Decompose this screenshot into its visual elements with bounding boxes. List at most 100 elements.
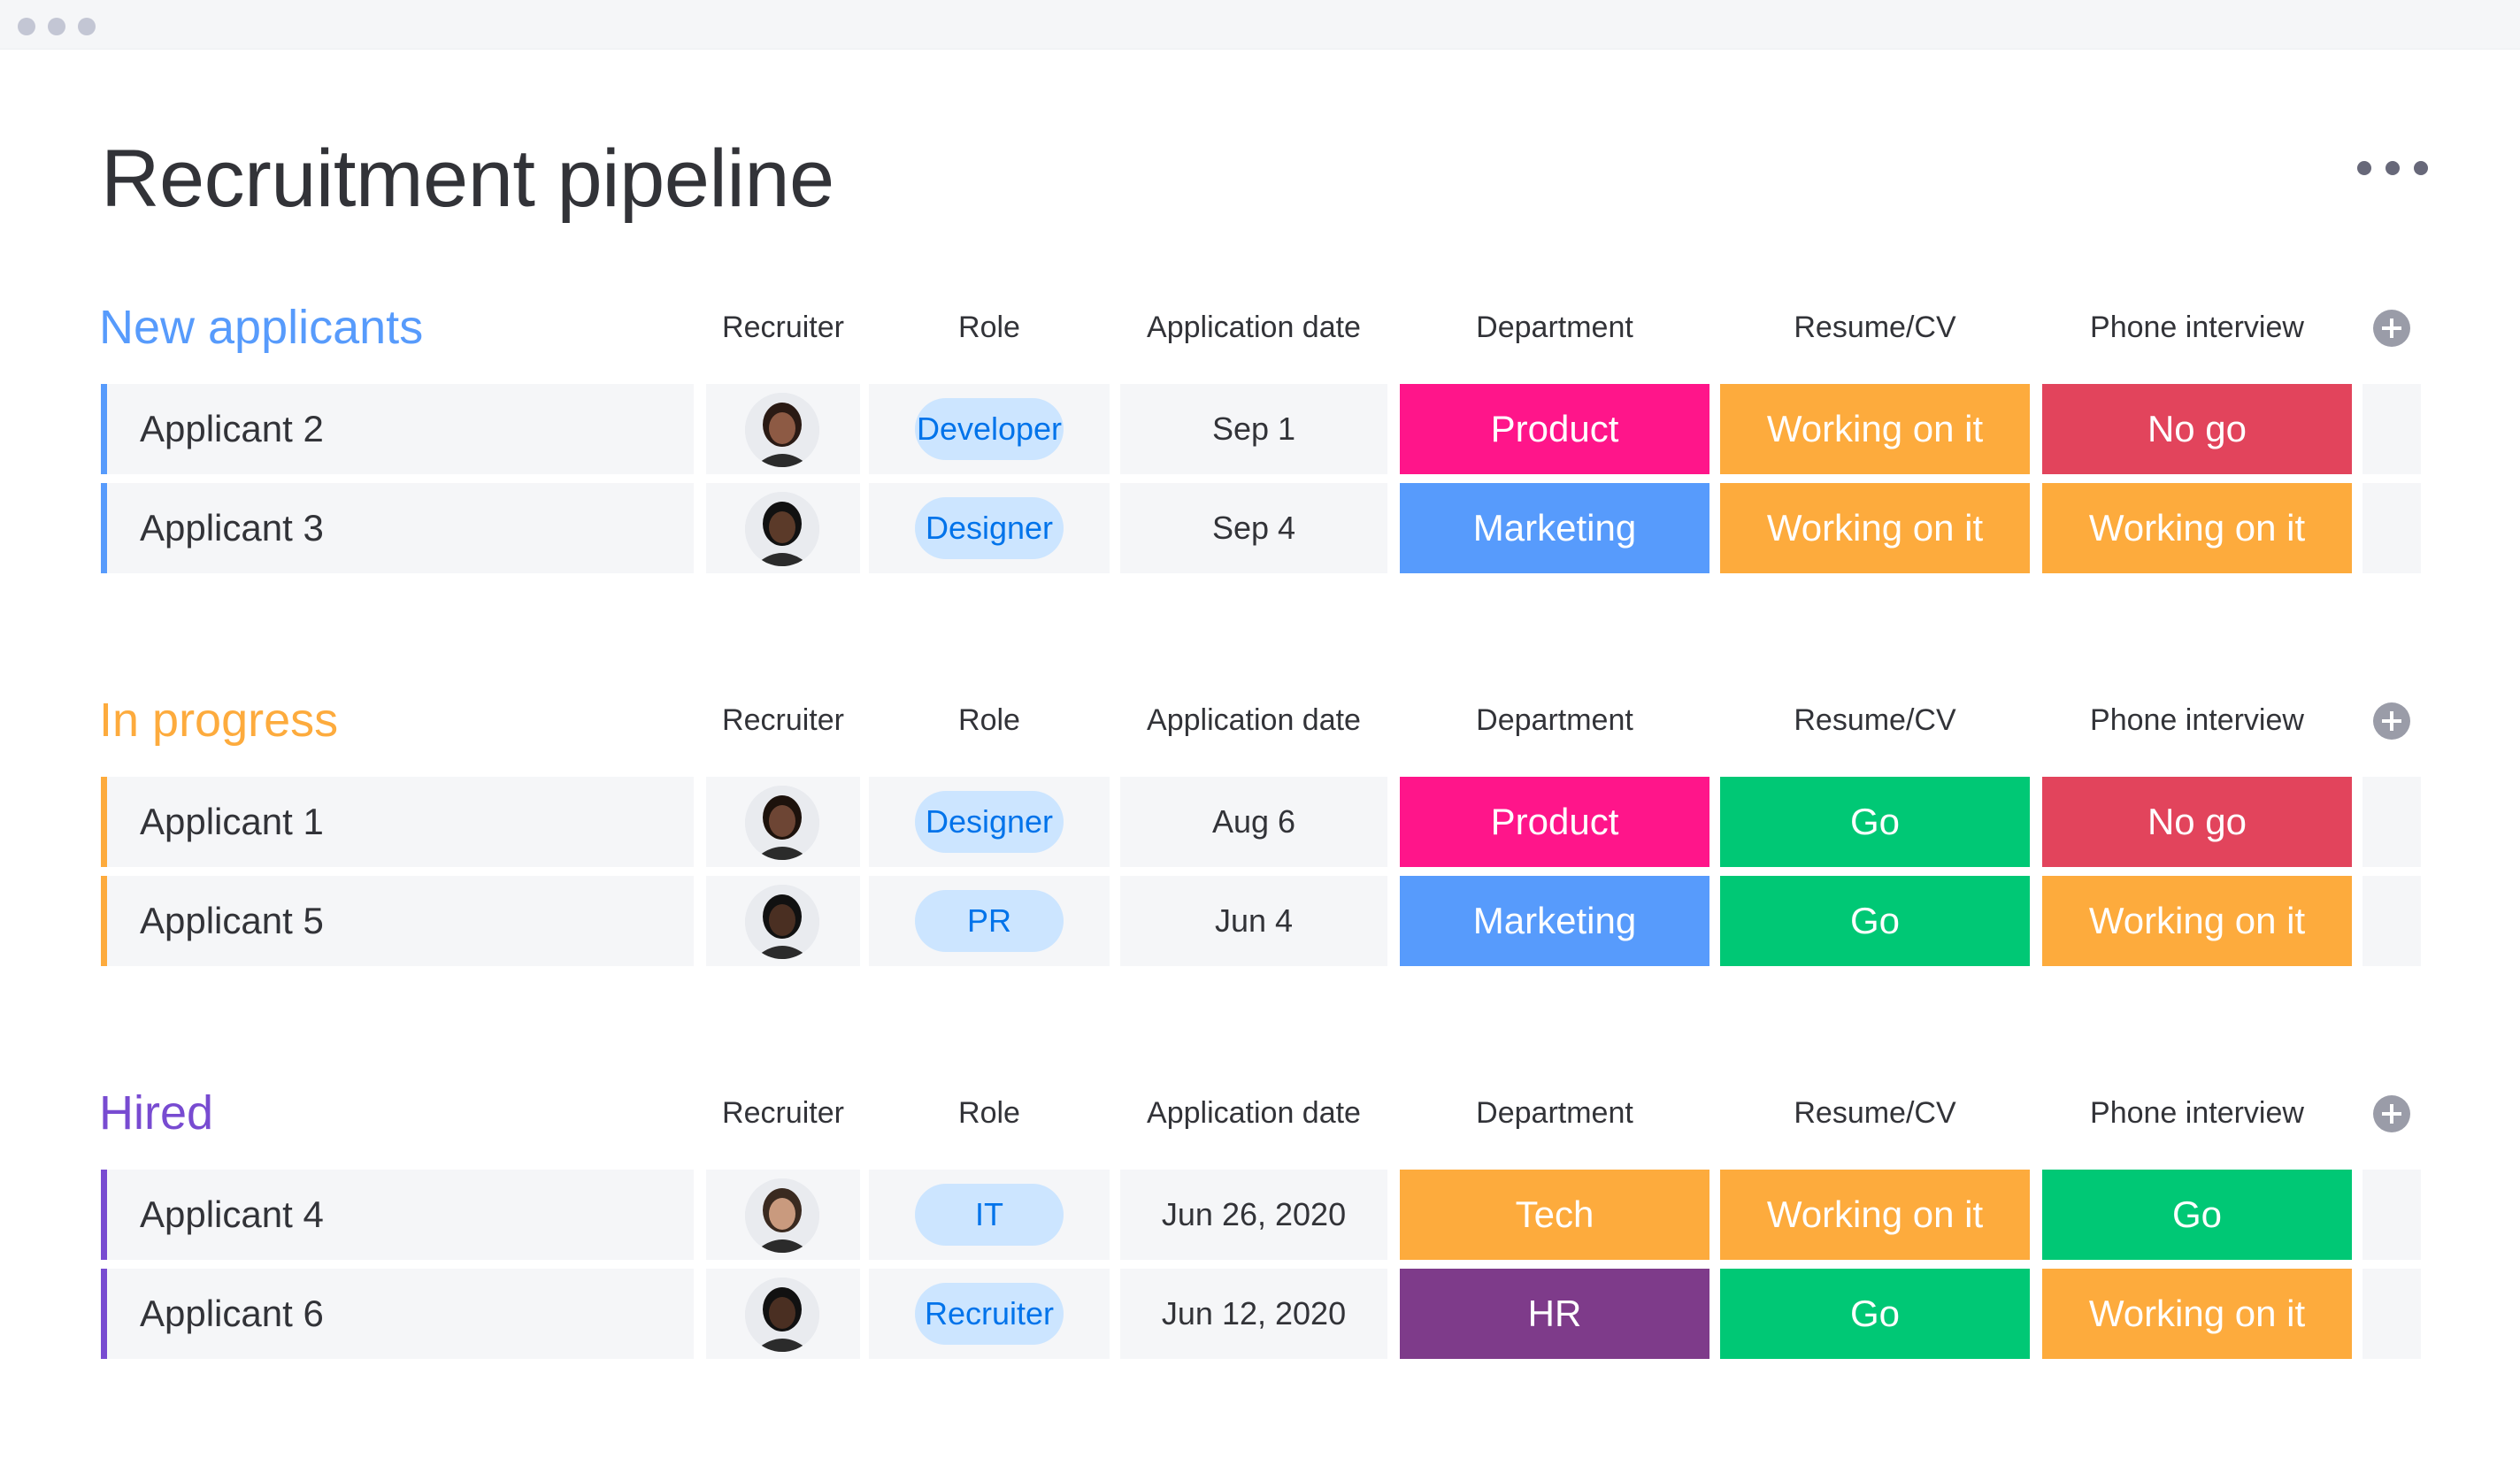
column-header-resume[interactable]: Resume/CV [1794,703,1956,737]
applicant-name[interactable]: Applicant 2 [140,408,324,449]
more-options-icon[interactable] [2357,152,2428,184]
recruiter-cell[interactable] [706,1170,860,1260]
empty-cell[interactable] [2362,1269,2421,1359]
department-status[interactable]: Marketing [1400,483,1709,573]
role-tag[interactable]: Recruiter [915,1283,1064,1345]
resume-status[interactable]: Working on it [1720,384,2030,474]
recruiter-avatar[interactable] [745,393,819,467]
column-header-application-date[interactable]: Application date [1147,703,1361,737]
department-status[interactable]: Product [1400,384,1709,474]
recruiter-avatar[interactable] [745,1178,819,1253]
column-header-application-date[interactable]: Application date [1147,311,1361,344]
column-header-recruiter[interactable]: Recruiter [722,1096,844,1130]
role-cell[interactable]: IT [869,1170,1110,1260]
resume-status[interactable]: Go [1720,1269,2030,1359]
application-date[interactable]: Sep 1 [1120,384,1387,474]
role-cell[interactable]: PR [869,876,1110,966]
column-header-resume[interactable]: Resume/CV [1794,311,1956,344]
department-status[interactable]: Tech [1400,1170,1709,1260]
add-column-icon[interactable] [2373,702,2410,740]
role-tag[interactable]: PR [915,890,1064,952]
group-title[interactable]: In progress [99,694,339,747]
department-status[interactable]: Marketing [1400,876,1709,966]
table-row[interactable]: Applicant 6 Recruiter Jun 12, 2020 HR Go [0,1269,2520,1359]
application-date[interactable]: Aug 6 [1120,777,1387,867]
role-tag[interactable]: Designer [915,791,1064,853]
column-header-application-date[interactable]: Application date [1147,1096,1361,1130]
applicant-name-cell[interactable]: Applicant 3 [101,483,694,573]
empty-cell[interactable] [2362,384,2421,474]
table-row[interactable]: Applicant 4 IT Jun 26, 2020 Tech Working… [0,1170,2520,1260]
recruiter-avatar[interactable] [745,885,819,959]
applicant-name-cell[interactable]: Applicant 5 [101,876,694,966]
recruiter-cell[interactable] [706,384,860,474]
group-title[interactable]: New applicants [99,301,424,354]
add-column-icon[interactable] [2373,1095,2410,1132]
applicant-name-cell[interactable]: Applicant 4 [101,1170,694,1260]
column-header-resume[interactable]: Resume/CV [1794,1096,1956,1130]
column-header-role[interactable]: Role [958,1096,1020,1130]
phone-interview-status[interactable]: Working on it [2042,1269,2352,1359]
department-status[interactable]: HR [1400,1269,1709,1359]
window-dot-icon[interactable] [48,18,65,35]
recruiter-avatar[interactable] [745,492,819,566]
phone-interview-status[interactable]: No go [2042,384,2352,474]
department-status[interactable]: Product [1400,777,1709,867]
applicant-name-cell[interactable]: Applicant 1 [101,777,694,867]
window-dot-icon[interactable] [18,18,35,35]
application-date[interactable]: Jun 12, 2020 [1120,1269,1387,1359]
add-column-icon[interactable] [2373,310,2410,347]
applicant-name[interactable]: Applicant 5 [140,900,324,941]
phone-interview-status[interactable]: Go [2042,1170,2352,1260]
table-row[interactable]: Applicant 1 Designer Aug 6 Product Go No [0,777,2520,867]
applicant-name[interactable]: Applicant 3 [140,507,324,549]
table-row[interactable]: Applicant 3 Designer Sep 4 Marketing Wor… [0,483,2520,573]
recruiter-avatar[interactable] [745,786,819,860]
resume-status[interactable]: Go [1720,876,2030,966]
recruiter-avatar[interactable] [745,1278,819,1352]
column-header-department[interactable]: Department [1476,703,1633,737]
applicant-name[interactable]: Applicant 6 [140,1293,324,1334]
column-header-phone-interview[interactable]: Phone interview [2090,1096,2304,1130]
recruiter-cell[interactable] [706,777,860,867]
role-tag[interactable]: Designer [915,497,1064,559]
phone-interview-status[interactable]: Working on it [2042,876,2352,966]
table-row[interactable]: Applicant 2 Developer Sep 1 Product Work… [0,384,2520,474]
column-header-department[interactable]: Department [1476,311,1633,344]
application-date[interactable]: Sep 4 [1120,483,1387,573]
role-cell[interactable]: Designer [869,483,1110,573]
application-date[interactable]: Jun 26, 2020 [1120,1170,1387,1260]
empty-cell[interactable] [2362,876,2421,966]
role-cell[interactable]: Designer [869,777,1110,867]
empty-cell[interactable] [2362,777,2421,867]
application-date[interactable]: Jun 4 [1120,876,1387,966]
resume-status[interactable]: Working on it [1720,1170,2030,1260]
role-tag[interactable]: Developer [915,398,1064,460]
empty-cell[interactable] [2362,1170,2421,1260]
role-tag[interactable]: IT [915,1184,1064,1246]
column-header-department[interactable]: Department [1476,1096,1633,1130]
phone-interview-status[interactable]: Working on it [2042,483,2352,573]
applicant-name[interactable]: Applicant 4 [140,1193,324,1235]
role-cell[interactable]: Developer [869,384,1110,474]
recruiter-cell[interactable] [706,876,860,966]
column-header-recruiter[interactable]: Recruiter [722,703,844,737]
column-header-role[interactable]: Role [958,311,1020,344]
applicant-name[interactable]: Applicant 1 [140,801,324,842]
resume-status[interactable]: Working on it [1720,483,2030,573]
resume-status[interactable]: Go [1720,777,2030,867]
column-header-recruiter[interactable]: Recruiter [722,311,844,344]
window-dot-icon[interactable] [78,18,96,35]
column-header-phone-interview[interactable]: Phone interview [2090,311,2304,344]
group-title[interactable]: Hired [99,1086,214,1140]
column-header-phone-interview[interactable]: Phone interview [2090,703,2304,737]
empty-cell[interactable] [2362,483,2421,573]
column-header-role[interactable]: Role [958,703,1020,737]
recruiter-cell[interactable] [706,483,860,573]
phone-interview-status[interactable]: No go [2042,777,2352,867]
role-cell[interactable]: Recruiter [869,1269,1110,1359]
applicant-name-cell[interactable]: Applicant 6 [101,1269,694,1359]
recruiter-cell[interactable] [706,1269,860,1359]
applicant-name-cell[interactable]: Applicant 2 [101,384,694,474]
table-row[interactable]: Applicant 5 PR Jun 4 Marketing Go Workin… [0,876,2520,966]
